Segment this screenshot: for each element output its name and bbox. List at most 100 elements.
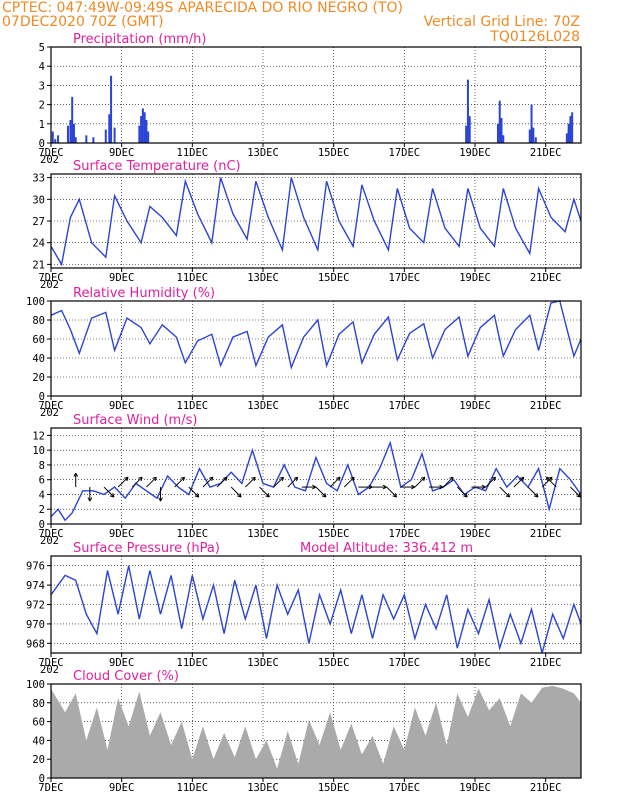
precip-bar (57, 135, 60, 143)
pres-ytick-label: 974 (26, 580, 45, 592)
wind-arrow-head (546, 476, 551, 479)
wind-arrow (103, 486, 115, 498)
cloud-ytick-label: 60 (32, 717, 45, 729)
wind-arrow-head (550, 477, 553, 482)
precip-bar (567, 123, 570, 143)
wind-ytick-label: 8 (39, 460, 45, 472)
wind-arrow-head (481, 486, 486, 490)
precip-bar (468, 116, 471, 143)
precip-bar (69, 119, 72, 143)
pres-title: Surface Pressure (hPa) (73, 541, 220, 556)
wind-arrow-head (392, 495, 397, 498)
pres-year-stub: 202 (40, 664, 59, 676)
temp-ytick-label: 27 (32, 216, 45, 228)
cloud-ytick-label: 80 (32, 698, 45, 710)
cloud-xtick-label: 21DEC (530, 782, 562, 794)
precip-ytick-label: 4 (39, 61, 45, 73)
temp-xtick-label: 11DEC (177, 272, 209, 284)
pres-ytick-label: 972 (26, 600, 45, 612)
wind-arrow-head (321, 495, 327, 498)
precip-year-stub: 202 (40, 154, 59, 166)
wind-arrow-head (505, 495, 510, 498)
precip-bar (138, 125, 141, 143)
wind-arrow (230, 486, 242, 498)
wind-arrow-head (338, 477, 341, 482)
precip-ytick-label: 2 (39, 100, 45, 112)
precip-bar (66, 125, 69, 143)
wind-arrow-head (208, 476, 213, 479)
wind-xtick-label: 15DEC (318, 528, 350, 540)
wind-arrow-head (225, 477, 228, 482)
wind-arrow (146, 476, 157, 488)
wind-arrow (442, 476, 454, 488)
wind-arrow-head (239, 492, 242, 498)
wind-arrow (499, 486, 510, 498)
wind-arrow-head (368, 486, 373, 490)
wind-arrow-head (281, 477, 284, 482)
wind-arrow-head (491, 476, 496, 479)
wind-arrow (456, 486, 468, 498)
wind-arrow-head (211, 477, 214, 482)
precip-xtick-label: 17DEC (389, 147, 421, 159)
temp-title: Surface Temperature (nC) (73, 159, 241, 174)
wind-arrow (570, 486, 581, 498)
precip-bar (147, 131, 150, 143)
wind-xtick-label: 21DEC (530, 528, 562, 540)
wind-arrow-head (451, 477, 454, 482)
rh-ytick-label: 100 (26, 296, 45, 308)
wind-frame (50, 427, 582, 525)
pres-xtick-label: 13DEC (247, 657, 279, 669)
temp-line (50, 177, 582, 267)
wind-arrow-head (253, 477, 256, 482)
precip-xtick-label: 9DEC (109, 147, 134, 159)
wind-line (50, 440, 582, 522)
wind-arrow-head (336, 476, 341, 479)
rh-line (50, 300, 582, 370)
temp-xtick-label: 9DEC (109, 272, 134, 284)
wind-arrow-head (508, 492, 511, 498)
temp-xtick-label: 13DEC (247, 272, 279, 284)
wind-ytick-label: 2 (39, 504, 45, 516)
wind-xtick-label: 13DEC (247, 528, 279, 540)
rh-xtick-label: 19DEC (459, 400, 491, 412)
precip-bar (113, 127, 116, 143)
wind-arrow (202, 476, 214, 488)
wind-ytick-label: 12 (32, 430, 45, 442)
wind-arrow (188, 486, 200, 498)
precip-bar (565, 133, 568, 143)
wind-arrow (343, 476, 355, 488)
model-code: TQ0126L028 (490, 29, 580, 45)
cloud-ytick-label: 20 (32, 754, 45, 766)
wind-arrow-head (382, 484, 387, 488)
precip-bar (145, 119, 148, 143)
wind-arrow (131, 476, 143, 488)
rh-xtick-label: 15DEC (318, 400, 350, 412)
wind-arrow-head (222, 476, 228, 479)
pres-xtick-label: 21DEC (530, 657, 562, 669)
temp-xtick-label: 7DEC (38, 272, 63, 284)
wind-arrow (386, 486, 397, 498)
pres-note: Model Altitude: 336.412 m (300, 541, 473, 556)
temp-ytick-label: 24 (32, 238, 45, 250)
rh-title: Relative Humidity (%) (73, 286, 215, 301)
precip-bar (496, 123, 499, 143)
wind-arrow-head (180, 476, 185, 479)
wind-arrow-head (394, 492, 398, 498)
wind-arrow (329, 476, 341, 488)
cloud-area (51, 685, 581, 778)
wind-arrow-head (411, 486, 416, 490)
temp-xtick-label: 17DEC (389, 272, 421, 284)
wind-arrow-head (182, 477, 186, 482)
cloud-xtick-label: 7DEC (38, 782, 63, 794)
pres-ytick-label: 968 (26, 638, 45, 650)
wind-arrow-head (267, 492, 270, 498)
wind-arrow-head (420, 476, 425, 479)
pres-xtick-label: 19DEC (459, 657, 491, 669)
wind-arrow (259, 486, 270, 498)
precip-bar (532, 127, 535, 143)
pres-xtick-label: 11DEC (177, 657, 209, 669)
wind-arrow (527, 486, 539, 498)
wind-year-stub: 202 (40, 535, 59, 547)
cloud-ytick-label: 40 (32, 735, 45, 747)
wind-arrow-head (465, 492, 468, 498)
